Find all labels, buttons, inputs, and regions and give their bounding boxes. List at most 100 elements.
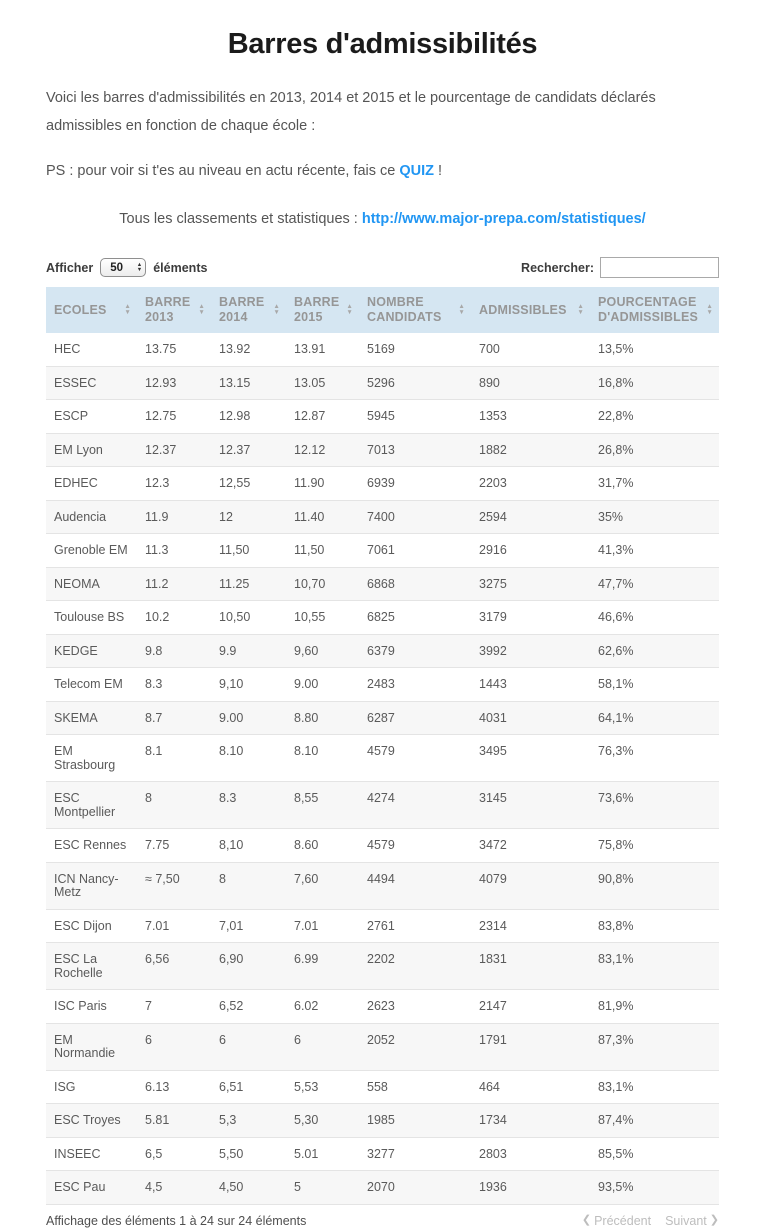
table-cell: 5 bbox=[286, 1170, 359, 1205]
pagination-previous[interactable]: ❮ Précédent bbox=[582, 1214, 651, 1228]
pagination-next-label: Suivant bbox=[665, 1213, 707, 1228]
table-cell: 2202 bbox=[359, 942, 471, 990]
table-cell: 6,5 bbox=[137, 1137, 211, 1171]
table-cell: HEC bbox=[46, 333, 137, 367]
statistics-link[interactable]: http://www.major-prepa.com/statistiques/ bbox=[361, 211, 646, 227]
stats-prefix: Tous les classements et statistiques : bbox=[119, 211, 362, 227]
table-cell: 90,8% bbox=[590, 862, 719, 910]
table-cell: 8.10 bbox=[286, 734, 359, 782]
sort-icon: ▲ ▼ bbox=[124, 303, 131, 316]
table-cell: 5169 bbox=[359, 333, 471, 367]
table-cell: 8.7 bbox=[137, 701, 211, 735]
table-cell: 6379 bbox=[359, 634, 471, 668]
table-row: EM Strasbourg 8.1 8.10 8.10 4579 3495 76,3% bbox=[46, 734, 719, 782]
table-cell: 700 bbox=[471, 333, 590, 367]
table-cell: 6,90 bbox=[211, 942, 286, 990]
table-cell: 2761 bbox=[359, 909, 471, 943]
table-cell: 75,8% bbox=[590, 828, 719, 863]
table-cell: 2147 bbox=[471, 989, 590, 1024]
table-cell: ESC Pau bbox=[46, 1170, 137, 1205]
stepper-arrows-icon: ▲ ▼ bbox=[136, 261, 143, 273]
table-cell: ESC Troyes bbox=[46, 1103, 137, 1138]
column-header-ecoles[interactable]: ECOLES ▲ ▼ bbox=[46, 287, 137, 333]
table-cell: 12.37 bbox=[137, 433, 211, 467]
table-cell: 4274 bbox=[359, 781, 471, 829]
table-cell: 6 bbox=[211, 1023, 286, 1071]
pagination-next[interactable]: Suivant ❯ bbox=[665, 1214, 719, 1228]
table-cell: 10,50 bbox=[211, 600, 286, 635]
sort-icon: ▲ ▼ bbox=[706, 303, 713, 316]
table-cell: SKEMA bbox=[46, 701, 137, 735]
table-cell: 464 bbox=[471, 1070, 590, 1104]
table-cell: EM Strasbourg bbox=[46, 734, 137, 782]
table-cell: 6939 bbox=[359, 466, 471, 501]
table-cell: 16,8% bbox=[590, 366, 719, 400]
column-header-pourcentage-admissibles[interactable]: POURCENTAGE D'ADMISSIBLES ▲ ▼ bbox=[590, 287, 719, 333]
table-cell: 58,1% bbox=[590, 667, 719, 702]
table-cell: 2623 bbox=[359, 989, 471, 1024]
table-cell: 12.93 bbox=[137, 366, 211, 400]
table-cell: 8.80 bbox=[286, 701, 359, 735]
table-cell: EDHEC bbox=[46, 466, 137, 501]
table-row: EDHEC 12.3 12,55 11.90 6939 2203 31,7% bbox=[46, 466, 719, 501]
page-title: Barres d'admissibilités bbox=[227, 28, 538, 60]
table-cell: 5,53 bbox=[286, 1070, 359, 1104]
table-cell: 6.13 bbox=[137, 1070, 211, 1104]
table-cell: 5,50 bbox=[211, 1137, 286, 1171]
sort-icon: ▲ ▼ bbox=[346, 303, 353, 316]
table-cell: 1936 bbox=[471, 1170, 590, 1205]
table-cell: EM Normandie bbox=[46, 1023, 137, 1071]
page-length-value: 50 bbox=[110, 261, 124, 274]
table-cell: 7.01 bbox=[286, 909, 359, 943]
table-cell: Audencia bbox=[46, 500, 137, 534]
table-footer: Affichage des éléments 1 à 24 sur 24 élé… bbox=[46, 1205, 719, 1228]
table-cell: ISC Paris bbox=[46, 989, 137, 1024]
table-cell: 5,3 bbox=[211, 1103, 286, 1138]
table-cell: 31,7% bbox=[590, 466, 719, 501]
table-cell: 4031 bbox=[471, 701, 590, 735]
length-label-before: Afficher bbox=[46, 260, 94, 275]
table-cell: 13.92 bbox=[211, 333, 286, 367]
table-cell: 81,9% bbox=[590, 989, 719, 1024]
table-cell: 5,30 bbox=[286, 1103, 359, 1138]
ps-prefix: PS : pour voir si t'es au niveau en actu… bbox=[46, 163, 400, 179]
table-cell: 3992 bbox=[471, 634, 590, 668]
table-cell: 1882 bbox=[471, 433, 590, 467]
table-cell: ESC Rennes bbox=[46, 828, 137, 863]
column-header-nombre-candidats[interactable]: NOMBRE CANDIDATS ▲ ▼ bbox=[359, 287, 471, 333]
table-cell: 8,55 bbox=[286, 781, 359, 829]
table-cell: ESC Dijon bbox=[46, 909, 137, 943]
table-row: ESC Pau 4,5 4,50 5 2070 1936 93,5% bbox=[46, 1170, 719, 1205]
table-cell: 7061 bbox=[359, 533, 471, 568]
column-header-label: BARRE 2015 bbox=[294, 295, 340, 324]
table-cell: 9,60 bbox=[286, 634, 359, 668]
table-cell: 73,6% bbox=[590, 781, 719, 829]
table-row: NEOMA 11.2 11.25 10,70 6868 3275 47,7% bbox=[46, 567, 719, 601]
table-row: Toulouse BS 10.2 10,50 10,55 6825 3179 46,6% bbox=[46, 600, 719, 635]
table-cell: 6,56 bbox=[137, 942, 211, 990]
table-cell: 11,50 bbox=[211, 533, 286, 568]
sort-icon: ▲ ▼ bbox=[577, 303, 584, 316]
column-header-barre-2015[interactable]: BARRE 2015 ▲ ▼ bbox=[286, 287, 359, 333]
table-cell: 2916 bbox=[471, 533, 590, 568]
table-cell: 2803 bbox=[471, 1137, 590, 1171]
column-header-barre-2013[interactable]: BARRE 2013 ▲ ▼ bbox=[137, 287, 211, 333]
column-header-admissibles[interactable]: ADMISSIBLES ▲ ▼ bbox=[471, 287, 590, 333]
table-cell: 93,5% bbox=[590, 1170, 719, 1205]
table-row: ISC Paris 7 6,52 6.02 2623 2147 81,9% bbox=[46, 989, 719, 1024]
table-cell: 3472 bbox=[471, 828, 590, 863]
page-length-select[interactable]: 50 ▲ ▼ bbox=[100, 258, 147, 277]
table-cell: 11,50 bbox=[286, 533, 359, 568]
table-cell: 41,3% bbox=[590, 533, 719, 568]
table-cell: 2594 bbox=[471, 500, 590, 534]
quiz-link[interactable]: QUIZ bbox=[399, 163, 435, 179]
table-cell: 9,10 bbox=[211, 667, 286, 702]
table-cell: 8,10 bbox=[211, 828, 286, 863]
table-cell: 8.3 bbox=[137, 667, 211, 702]
search-input[interactable] bbox=[600, 257, 719, 278]
table-cell: ICN Nancy-Metz bbox=[46, 862, 137, 910]
table-cell: EM Lyon bbox=[46, 433, 137, 467]
column-header-barre-2014[interactable]: BARRE 2014 ▲ ▼ bbox=[211, 287, 286, 333]
table-cell: 12.3 bbox=[137, 466, 211, 501]
table-cell: 1985 bbox=[359, 1103, 471, 1138]
